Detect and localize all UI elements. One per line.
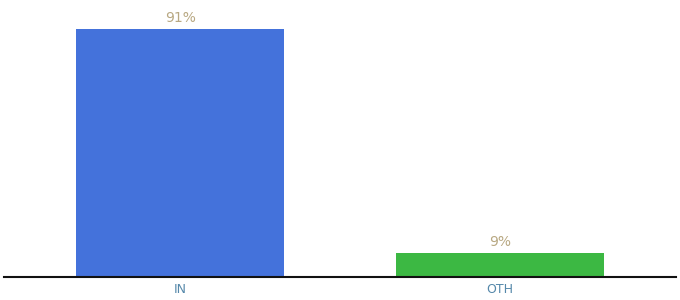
Bar xyxy=(76,29,284,277)
Bar xyxy=(396,253,604,277)
Text: 9%: 9% xyxy=(489,236,511,249)
Text: 91%: 91% xyxy=(165,11,196,26)
